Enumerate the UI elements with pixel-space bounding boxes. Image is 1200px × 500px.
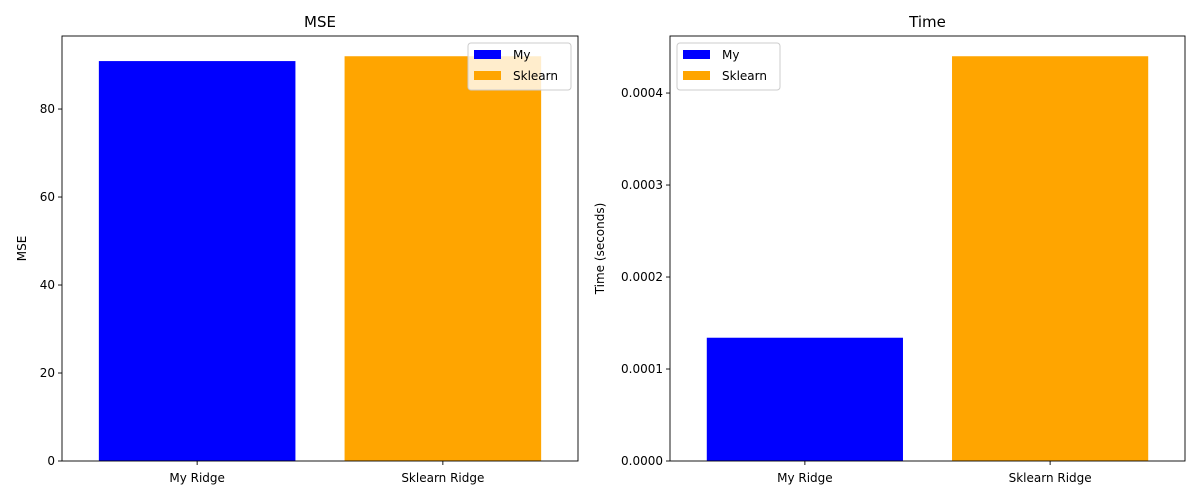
bar-my-my-ridge [98, 61, 296, 462]
y-tick-label: 0 [47, 454, 55, 468]
y-tick-label: 0.0000 [621, 454, 663, 468]
y-tick-label: 60 [40, 190, 55, 204]
plot-frame [61, 35, 579, 462]
subplot-1: 0 20 40 60 80 My Ridge Sklearn Ridge MSE MSE My Sk… [15, 13, 579, 485]
y-axis-label: Time (seconds) [593, 203, 607, 296]
legend: My Sklearn [467, 42, 572, 91]
legend-swatch-my [474, 50, 501, 59]
y-tick-label: 0.0002 [621, 270, 663, 284]
x-tick-label: Sklearn Ridge [1009, 471, 1092, 485]
chart-title: Time [908, 13, 946, 31]
legend-swatch-my [683, 50, 710, 59]
x-tick-label: My Ridge [169, 471, 225, 485]
y-tick-label: 0.0004 [621, 86, 663, 100]
y-axis-label: MSE [15, 236, 29, 262]
legend: My Sklearn [676, 42, 781, 91]
plot-frame [669, 35, 1186, 462]
legend-label-my: My [513, 48, 530, 62]
legend-swatch-sklearn [474, 71, 501, 80]
legend-swatch-sklearn [683, 71, 710, 80]
bar-sklearn-sklearn-ridge [344, 56, 542, 461]
bar-my-my-ridge [706, 337, 903, 461]
subplot-2: 0.0000 0.0001 0.0002 0.0003 0.0004 My Ridge Sk… [593, 13, 1186, 485]
legend-label-sklearn: Sklearn [513, 69, 558, 83]
y-tick-label: 80 [40, 102, 55, 116]
y-tick-label: 40 [40, 278, 55, 292]
y-tick-label: 0.0003 [621, 178, 663, 192]
legend-label-my: My [722, 48, 739, 62]
y-tick-label: 0.0001 [621, 362, 663, 376]
x-tick-label: Sklearn Ridge [401, 471, 484, 485]
legend-label-sklearn: Sklearn [722, 69, 767, 83]
chart-title: MSE [304, 13, 336, 31]
x-tick-label: My Ridge [777, 471, 833, 485]
y-tick-label: 20 [40, 366, 55, 380]
bar-sklearn-sklearn-ridge [952, 56, 1149, 461]
